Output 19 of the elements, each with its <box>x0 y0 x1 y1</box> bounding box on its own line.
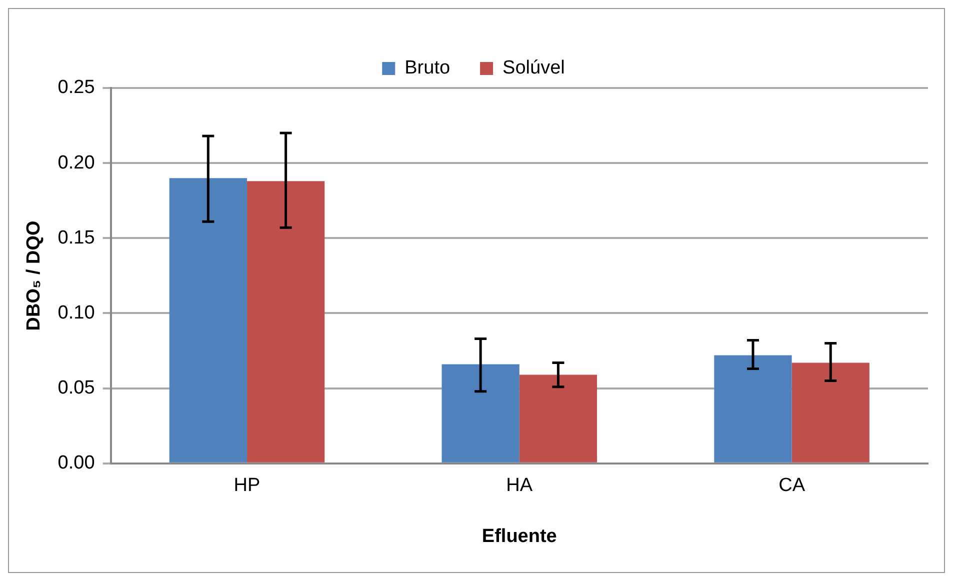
y-tick-label: 0.15 <box>58 227 95 248</box>
bar <box>246 181 325 462</box>
y-axis-title: DBO₅ / DQO <box>24 220 45 331</box>
x-tick-label: HP <box>234 475 260 496</box>
bar <box>792 362 870 462</box>
bar <box>519 374 598 462</box>
x-axis-title: Efluente <box>482 526 557 547</box>
x-tick-label: CA <box>778 475 806 496</box>
y-tick-label: 0.20 <box>58 152 95 174</box>
legend-label: Bruto <box>404 58 450 79</box>
bar <box>442 364 520 462</box>
y-tick-label: 0.10 <box>58 302 95 324</box>
bar <box>169 178 247 462</box>
y-tick-label: 0.00 <box>58 452 95 474</box>
bar <box>714 355 792 462</box>
legend-label: Solúvel <box>502 58 565 79</box>
y-tick-label: 0.25 <box>58 77 95 98</box>
x-tick-label: HA <box>506 475 533 496</box>
y-tick-label: 0.05 <box>58 378 95 399</box>
